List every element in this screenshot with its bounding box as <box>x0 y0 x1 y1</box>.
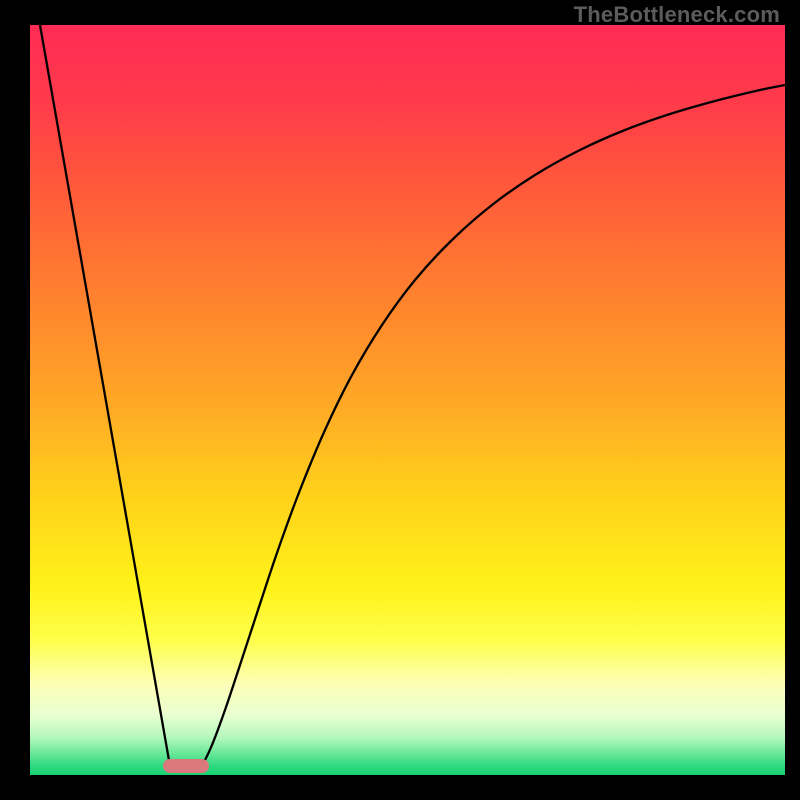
watermark-text: TheBottleneck.com <box>574 2 780 28</box>
bottleneck-marker <box>163 759 209 773</box>
bottleneck-chart <box>0 0 800 800</box>
plot-background <box>30 25 785 775</box>
